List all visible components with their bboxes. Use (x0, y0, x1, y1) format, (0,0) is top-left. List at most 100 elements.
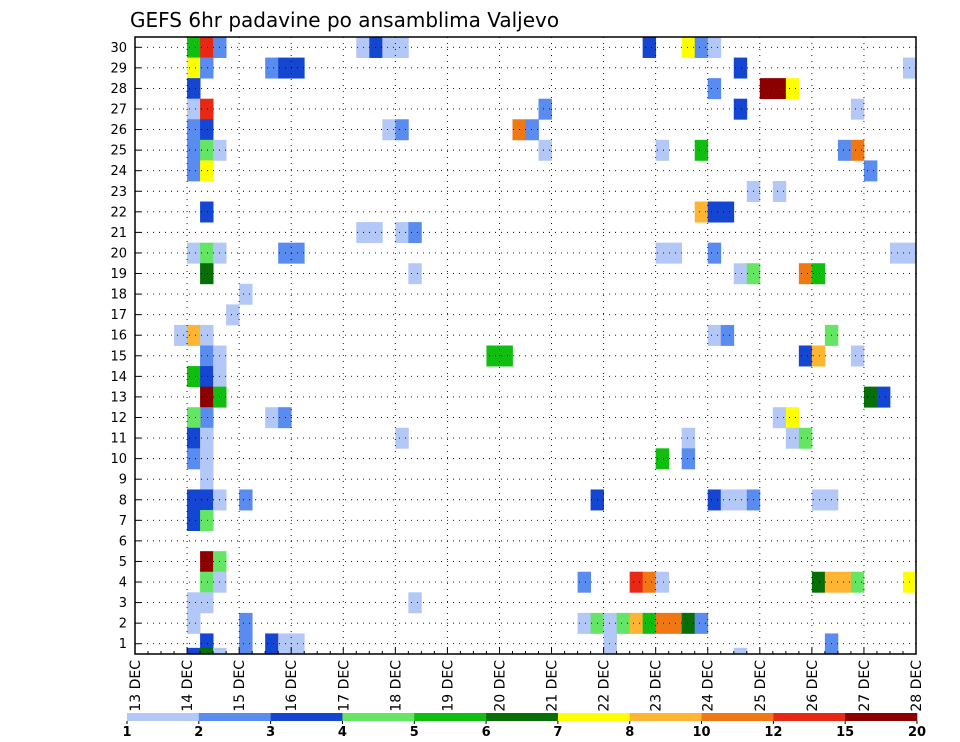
y-tick-label: 12 (110, 411, 127, 426)
colorbar-tick-label: 1 (122, 725, 131, 740)
precip-cell (759, 78, 774, 100)
precip-cell (200, 448, 214, 470)
x-tick-label: 25 DEC (753, 660, 769, 712)
precip-cell (395, 119, 409, 141)
precip-cell (278, 57, 292, 79)
precip-cell (863, 160, 878, 182)
precip-cell (226, 304, 240, 326)
y-tick-label: 20 (110, 246, 127, 261)
colorbar-swatch (845, 713, 918, 721)
y-tick-label: 7 (119, 514, 127, 529)
x-tick-label: 18 DEC (388, 660, 404, 712)
precip-cell (850, 139, 865, 161)
colorbar-tick-label: 10 (692, 725, 710, 740)
precip-cell (876, 386, 891, 408)
x-tick-label: 13 DEC (128, 660, 144, 712)
precip-cell (655, 571, 670, 593)
x-tick-label: 14 DEC (180, 660, 196, 712)
precip-cell (395, 427, 409, 449)
precip-cell (642, 37, 657, 58)
precip-cell (707, 37, 722, 58)
precip-cell (707, 489, 722, 511)
precip-cell (200, 201, 214, 223)
precip-cell (525, 119, 539, 141)
y-tick-label: 11 (110, 432, 127, 447)
x-tick-label: 16 DEC (284, 660, 300, 712)
precip-cell (187, 57, 201, 79)
precip-cell (720, 201, 735, 223)
precip-cell (408, 222, 422, 244)
y-tick-label: 19 (110, 267, 127, 282)
precip-cell (577, 612, 591, 634)
precip-cell (200, 427, 214, 449)
precip-cell (733, 489, 748, 511)
precip-cell (200, 592, 214, 614)
precip-cell (356, 37, 370, 58)
x-tick-label: 28 DEC (909, 660, 925, 712)
precip-cell (278, 242, 292, 264)
precip-cell (200, 160, 214, 182)
precip-cell (538, 98, 552, 120)
y-tick-label: 1 (119, 637, 127, 652)
precip-cell (200, 263, 214, 285)
precip-cell (265, 57, 279, 79)
precip-cell (733, 647, 748, 655)
y-tick-label: 4 (119, 576, 127, 591)
precip-cell (655, 139, 670, 161)
precip-cell (187, 160, 201, 182)
precip-cell (187, 612, 201, 634)
precip-cell (213, 647, 227, 655)
y-tick-label: 27 (110, 102, 127, 117)
precip-cell (356, 222, 370, 244)
precip-cell (187, 139, 201, 161)
precip-cell (187, 427, 201, 449)
precip-cell (785, 78, 800, 100)
precip-cell (265, 633, 279, 655)
colorbar-swatch (629, 713, 702, 721)
colorbar-tick-label: 8 (625, 725, 634, 740)
precip-cell (200, 98, 214, 120)
precip-cell (200, 647, 214, 655)
precip-cell (187, 448, 201, 470)
x-tick-label: 15 DEC (232, 660, 248, 712)
y-tick-label: 6 (119, 534, 127, 549)
precip-cell (395, 222, 409, 244)
precip-cell (382, 37, 396, 58)
colorbar-tick-label: 6 (482, 725, 491, 740)
precip-cell (187, 592, 201, 614)
precip-cell (200, 510, 214, 531)
x-tick-label: 27 DEC (857, 660, 873, 712)
precip-cell (187, 510, 201, 531)
y-tick-label: 3 (119, 596, 127, 611)
x-tick-label: 24 DEC (701, 660, 717, 712)
y-tick-label: 23 (110, 185, 127, 200)
precip-cell (200, 366, 214, 388)
precip-cell (603, 612, 618, 634)
colorbar-swatch (127, 713, 200, 721)
precip-cell (187, 407, 201, 429)
precip-cell (408, 592, 422, 614)
y-tick-label: 17 (110, 308, 127, 323)
y-tick-label: 25 (110, 144, 127, 159)
y-tick-label: 10 (110, 452, 127, 467)
precip-cell (395, 37, 409, 58)
y-tick-label: 5 (119, 555, 127, 570)
colorbar-swatch (773, 713, 846, 721)
precip-cell (200, 468, 214, 490)
precip-cell (811, 571, 826, 593)
precip-cell (798, 263, 813, 285)
precip-cell (694, 139, 709, 161)
precip-cell (174, 324, 188, 346)
precip-cell (707, 242, 722, 264)
precip-cell (720, 324, 735, 346)
precip-cell (200, 242, 214, 264)
y-tick-label: 15 (110, 349, 127, 364)
precip-cell (837, 139, 852, 161)
y-tick-label: 18 (110, 288, 127, 303)
precip-cell (265, 407, 279, 429)
precip-cell (538, 139, 552, 161)
precip-cell (187, 37, 201, 58)
precip-cell (733, 98, 748, 120)
precip-cell (200, 345, 214, 367)
x-tick-label: 23 DEC (649, 660, 665, 712)
